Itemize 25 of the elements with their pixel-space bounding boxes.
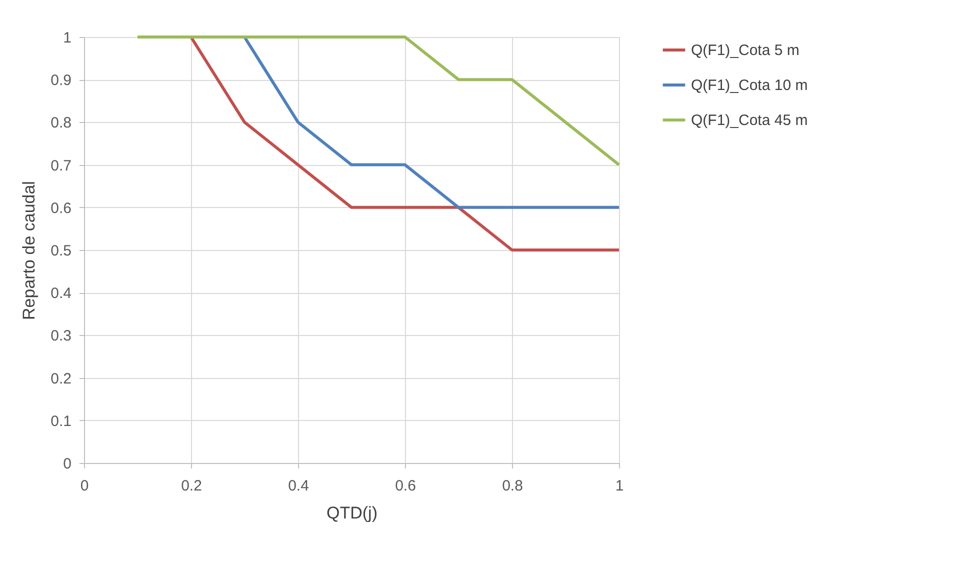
x-tick-label: 1 (615, 478, 624, 494)
y-tick-label: 0.8 (50, 114, 72, 132)
x-tick-label: 0 (80, 478, 89, 494)
line-series (243, 36, 620, 209)
y-tick-label: 0.9 (50, 72, 72, 90)
y-tick-label: 0.7 (50, 157, 72, 174)
legend-label: Q(F1)_Cota 45 m (691, 112, 808, 129)
line-series (136, 36, 620, 166)
y-axis-title: Reparto de caudal (20, 181, 39, 320)
y-tick-label: 0.2 (50, 370, 72, 388)
y-tick-label: 0.1 (50, 412, 72, 430)
line-series (190, 36, 620, 252)
x-tick-label: 0.2 (181, 478, 202, 494)
x-tick-label: 0.4 (288, 478, 309, 494)
legend-label: Q(F1)_Cota 5 m (691, 42, 800, 59)
x-tick-label: 0.8 (502, 478, 523, 494)
y-tick-label: 0.4 (50, 285, 72, 302)
x-tick-label: 0.6 (395, 478, 416, 494)
x-axis-title: QTD(j) (326, 504, 378, 522)
y-tick-label: 0.3 (50, 328, 72, 345)
legend-label: Q(F1)_Cota 10 m (691, 77, 808, 94)
y-tick-label: 0.6 (50, 200, 72, 217)
y-tick-label: 0 (63, 456, 72, 472)
y-tick-label: 0.5 (50, 242, 72, 260)
y-tick-label: 1 (63, 30, 72, 46)
